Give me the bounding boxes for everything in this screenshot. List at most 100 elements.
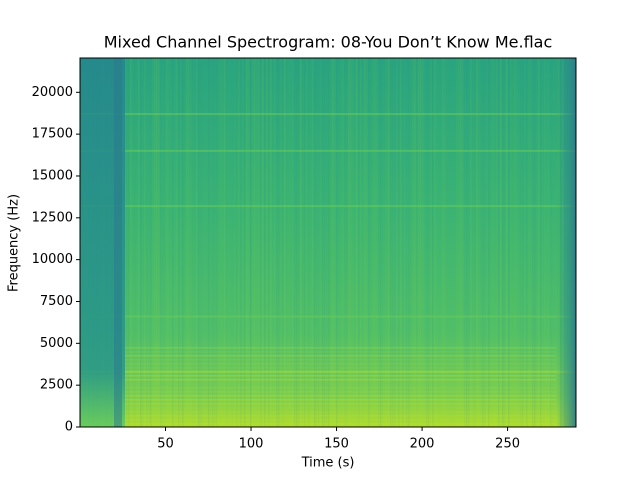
texture-right [556,58,576,427]
y-tick-label: 7500 [40,294,73,309]
texture-stripe [214,58,216,427]
spectrogram-base [80,58,576,427]
texture-stripe [366,58,368,427]
texture-stripe [296,58,298,427]
y-tick-label: 20000 [32,85,73,100]
y-tick-label: 5000 [40,336,73,351]
texture-stripe [274,58,276,427]
texture-stripe [200,58,202,427]
texture-stripe [172,58,174,427]
texture-stripe [414,58,416,427]
x-tick-label: 50 [157,437,174,452]
texture-stripe [406,58,408,427]
texture-stripe [176,58,178,427]
texture-stripe [380,58,382,427]
texture-stripe [284,58,286,427]
texture-stripe [278,58,280,427]
texture-stripe [304,58,306,427]
texture-stripe [420,58,422,427]
texture-stripe [138,58,140,427]
texture-band [120,419,556,421]
texture-stripe [328,58,330,427]
texture-stripe [198,58,200,427]
texture-stripe [474,58,476,427]
texture-stripe [398,58,400,427]
y-tick-label: 17500 [32,127,73,142]
y-tick-label: 0 [65,420,73,435]
texture-stripe [154,58,156,427]
texture-stripe [418,58,420,427]
plot-area [80,58,576,427]
texture-band [120,371,556,373]
texture-stripe [550,58,552,427]
texture-stripe [212,58,214,427]
texture-stripe [372,58,374,427]
y-axis-label: Frequency (Hz) [7,194,22,292]
texture-stripe [444,58,446,427]
texture-stripe [264,58,266,427]
texture-stripe [298,58,300,427]
y-tick-label: 10000 [32,252,73,267]
texture-stripe [508,58,510,427]
texture-stripe [498,58,500,427]
texture-stripe [360,58,362,427]
texture-stripe [534,58,536,427]
texture-stripe [526,58,528,427]
texture-gap [114,58,122,427]
texture-stripe [140,58,142,427]
texture-stripe [426,58,428,427]
texture-stripe [258,58,260,427]
texture-stripe [312,58,314,427]
texture-stripe [462,58,464,427]
texture-stripe [412,58,414,427]
texture-stripe [466,58,468,427]
texture-stripe [156,58,158,427]
texture-stripe [368,58,370,427]
texture-stripe [394,58,396,427]
texture-stripe [222,58,224,427]
y-tick-label: 15000 [32,168,73,183]
texture-stripe [520,58,522,427]
texture-band [80,149,576,152]
texture-band [120,415,556,417]
texture-stripe [460,58,462,427]
texture-stripe [326,58,328,427]
texture-stripe [196,58,198,427]
texture-stripe [442,58,444,427]
texture-stripe [516,58,518,427]
texture-stripe [254,58,256,427]
texture-stripe [488,58,490,427]
x-tick-label: 200 [410,437,435,452]
texture-band [120,395,556,397]
texture-stripe [492,58,494,427]
texture-stripe [336,58,338,427]
texture-stripe [502,58,504,427]
texture-stripe [342,58,344,427]
texture-stripe [392,58,394,427]
texture-stripe [374,58,376,427]
x-tick-label: 150 [324,437,349,452]
texture-stripe [540,58,542,427]
texture-band [120,351,556,353]
texture-stripe [464,58,466,427]
texture-band [120,411,556,413]
texture-band [120,367,556,369]
texture-stripe [266,58,268,427]
texture-stripe [166,58,168,427]
texture-stripe [220,58,222,427]
texture-stripe [240,58,242,427]
x-tick-label: 100 [239,437,264,452]
texture-stripe [364,58,366,427]
texture-stripe [434,58,436,427]
texture-band [120,355,556,357]
texture-band [120,423,556,425]
texture-stripe [246,58,248,427]
texture-stripe [236,58,238,427]
texture-stripe [332,58,334,427]
texture-stripe [268,58,270,427]
texture-band [120,407,556,409]
texture-stripe [250,58,252,427]
texture-stripe [244,58,246,427]
texture-stripe [408,58,410,427]
texture-stripe [458,58,460,427]
